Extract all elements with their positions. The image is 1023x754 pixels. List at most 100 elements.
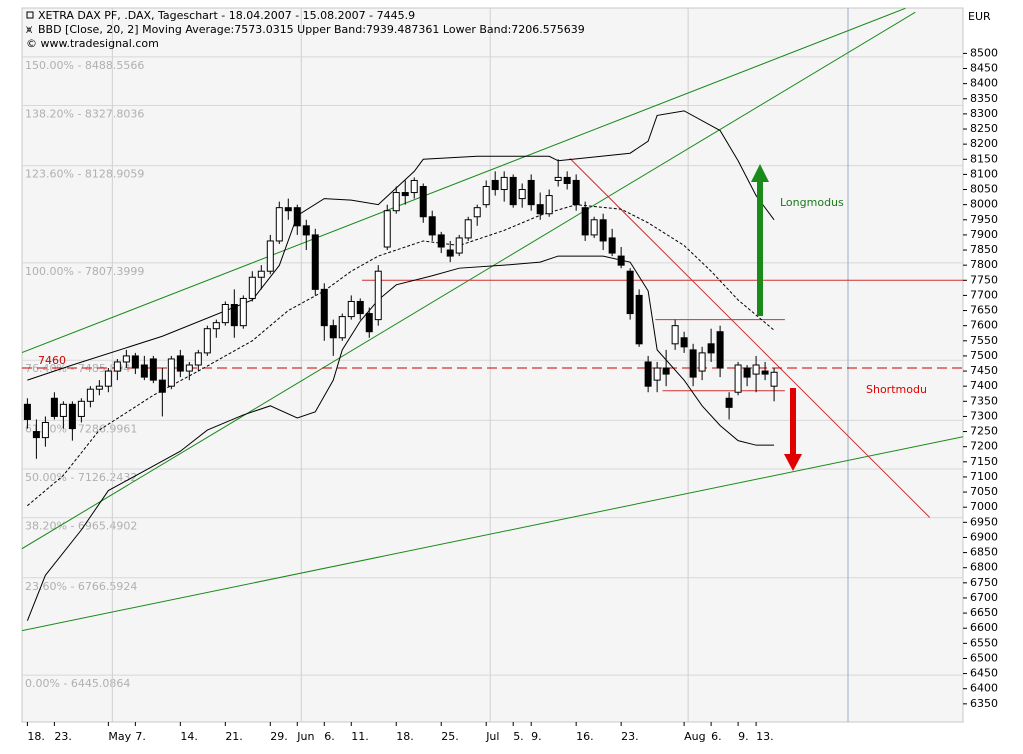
- level-label: 0.00% - 6445.0864: [25, 677, 130, 690]
- candle-body: [176, 355, 184, 372]
- candle-body: [293, 207, 301, 227]
- candle-body: [545, 195, 553, 215]
- candle-body: [500, 176, 508, 191]
- candle-body: [716, 331, 724, 369]
- candle-body: [383, 210, 391, 248]
- y-tick-label: 6650: [970, 606, 998, 619]
- candle-body: [23, 403, 31, 420]
- candle-body: [32, 431, 40, 439]
- x-tick-label: 23.: [54, 730, 71, 743]
- y-tick-label: 6800: [970, 561, 998, 574]
- candle-body: [329, 325, 337, 339]
- candle-body: [437, 234, 445, 248]
- x-tick-label: May: [108, 730, 131, 743]
- y-tick-label: 7150: [970, 455, 998, 468]
- candle-body: [365, 313, 373, 333]
- band-line: [26, 255, 775, 621]
- candle-body: [770, 371, 778, 387]
- y-tick-label: 7000: [970, 500, 998, 513]
- candle-body: [131, 355, 139, 369]
- candle-body: [122, 355, 130, 363]
- x-tick-label: Jun: [296, 730, 314, 743]
- plot: 150.00% - 8488.5566 138.20% - 8327.8036 12…: [22, 8, 963, 722]
- candle-body: [302, 225, 310, 236]
- candle-body: [68, 403, 76, 430]
- candle-body: [221, 303, 229, 324]
- y-tick-label: 8300: [970, 107, 998, 120]
- candle-body: [50, 397, 58, 417]
- y-tick-label: 6950: [970, 515, 998, 528]
- candle-body: [455, 237, 463, 254]
- plot-area: [21, 7, 964, 723]
- candle-body: [599, 219, 607, 242]
- candle-body: [491, 179, 499, 191]
- y-tick-label: 8350: [970, 92, 998, 105]
- candle-body: [689, 349, 697, 378]
- indicator-legend: BBD [Close, 20, 2] Moving Average:7573.0…: [38, 23, 585, 36]
- x-tick-label: 16.: [576, 730, 594, 743]
- candle-body: [401, 192, 409, 197]
- annotation: Longmodus: [780, 196, 844, 209]
- header: XETRA DAX PF, .DAX, Tageschart - 18.04.2…: [26, 9, 585, 50]
- candle-body: [446, 249, 454, 257]
- y-tick-label: 7250: [970, 425, 998, 438]
- level-label: 100.00% - 7807.3999: [25, 265, 144, 278]
- y-tick-label: 8050: [970, 183, 998, 196]
- x-tick-label: 9.: [531, 730, 542, 743]
- y-tick-label: 7100: [970, 470, 998, 483]
- candle-body: [563, 176, 571, 184]
- candle-body: [707, 343, 715, 354]
- level-label: 61.80% - 7286.9961: [25, 422, 137, 435]
- candle-body: [617, 255, 625, 266]
- candle-body: [518, 189, 526, 200]
- x-tick-label: 25.: [441, 730, 459, 743]
- candle-body: [77, 400, 85, 417]
- x-tick-label: 18.: [396, 730, 414, 743]
- x-tick-label: Jul: [485, 730, 499, 743]
- level-label: 123.60% - 8128.9059: [25, 168, 144, 181]
- candle-body: [635, 294, 643, 345]
- candle-body: [662, 367, 670, 375]
- chart-title: XETRA DAX PF, .DAX, Tageschart - 18.04.2…: [38, 9, 415, 22]
- candle-body: [572, 179, 580, 206]
- y-tick-label: 8500: [970, 46, 998, 59]
- band-line: [27, 204, 775, 507]
- level-label: 138.20% - 8327.8036: [25, 107, 144, 120]
- x-tick-label: Aug: [684, 730, 705, 743]
- candle-body: [140, 364, 148, 378]
- y-tick-label: 7800: [970, 258, 998, 271]
- y-tick-label: 6900: [970, 530, 998, 543]
- candle-body: [86, 388, 94, 402]
- x-tick-label: 13.: [756, 730, 774, 743]
- level-label: 38.20% - 6965.4902: [25, 520, 137, 533]
- y-tick-label: 6600: [970, 621, 998, 634]
- candle-body: [374, 270, 382, 321]
- source: © www.tradesignal.com: [26, 37, 159, 50]
- candle-body: [194, 352, 202, 366]
- y-tick-label: 6500: [970, 651, 998, 664]
- candle-body: [185, 364, 193, 372]
- candle-body: [743, 367, 751, 378]
- y-tick-label: 8100: [970, 167, 998, 180]
- candle-body: [95, 385, 103, 390]
- marker-label: 7460: [38, 354, 66, 367]
- candle-body: [149, 358, 157, 381]
- level-label: 150.00% - 8488.5566: [25, 59, 144, 72]
- y-tick-label: 7300: [970, 409, 998, 422]
- candle-body: [509, 176, 517, 206]
- candle-body: [644, 361, 652, 387]
- candle-body: [275, 207, 283, 242]
- trend-line: [22, 436, 963, 632]
- y-tick-label: 6550: [970, 636, 998, 649]
- y-tick-label: 6850: [970, 546, 998, 559]
- candle-body: [239, 297, 247, 327]
- candle-body: [554, 176, 562, 181]
- candle-body: [761, 370, 769, 375]
- candle-body: [248, 276, 256, 299]
- candle-body: [590, 219, 598, 236]
- y-tick-label: 8150: [970, 152, 998, 165]
- band-line: [27, 110, 775, 381]
- candle-body: [266, 240, 274, 272]
- y-tick-label: 7600: [970, 319, 998, 332]
